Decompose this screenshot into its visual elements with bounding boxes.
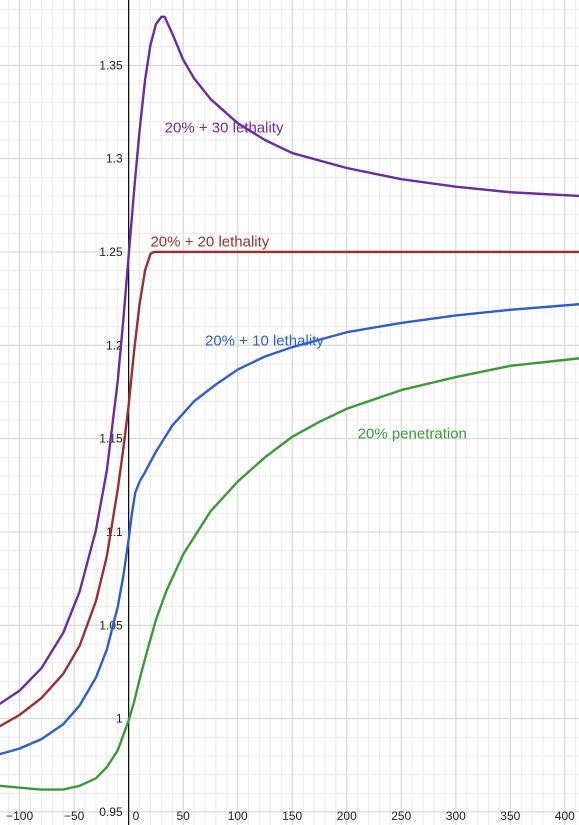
x-tick-label: 300: [446, 809, 466, 823]
x-tick-label: 100: [228, 809, 248, 823]
series-labels: 20% + 30 lethality 20% + 20 lethality 20% …: [150, 120, 466, 443]
x-tick-label: −100: [6, 809, 33, 823]
series-line-2: [0, 250, 579, 728]
y-tick-label: 1.25: [99, 245, 123, 259]
x-tick-label: 200: [337, 809, 357, 823]
y-tick-label: 1.3: [106, 152, 123, 166]
x-tick-label: −50: [64, 809, 85, 823]
x-tick-label: 50: [177, 809, 191, 823]
series-label-4: 20% penetration: [358, 426, 467, 443]
x-tick-label: 400: [555, 809, 575, 823]
y-tick-label: 1: [116, 712, 123, 726]
y-tick-label: 1.35: [99, 58, 123, 72]
x-tick-label: 0: [133, 809, 140, 823]
y-tick-label: 1.05: [99, 618, 123, 632]
series-label-2: 20% + 20 lethality: [150, 233, 269, 250]
y-tick-label: 1.1: [106, 525, 123, 539]
series-label-3: 20% + 10 lethality: [205, 332, 324, 349]
series-label-1: 20% + 30 lethality: [165, 120, 284, 137]
x-tick-label: 350: [500, 809, 520, 823]
series-line-1: [0, 15, 579, 705]
series-lines: [0, 15, 579, 791]
y-tick-label: 0.95: [99, 805, 123, 819]
y-tick-label: 1.2: [106, 338, 123, 352]
series-line-3: [0, 303, 579, 756]
x-tick-label: 250: [391, 809, 411, 823]
x-tick-label: 150: [282, 809, 302, 823]
series-line-4: [0, 357, 579, 791]
